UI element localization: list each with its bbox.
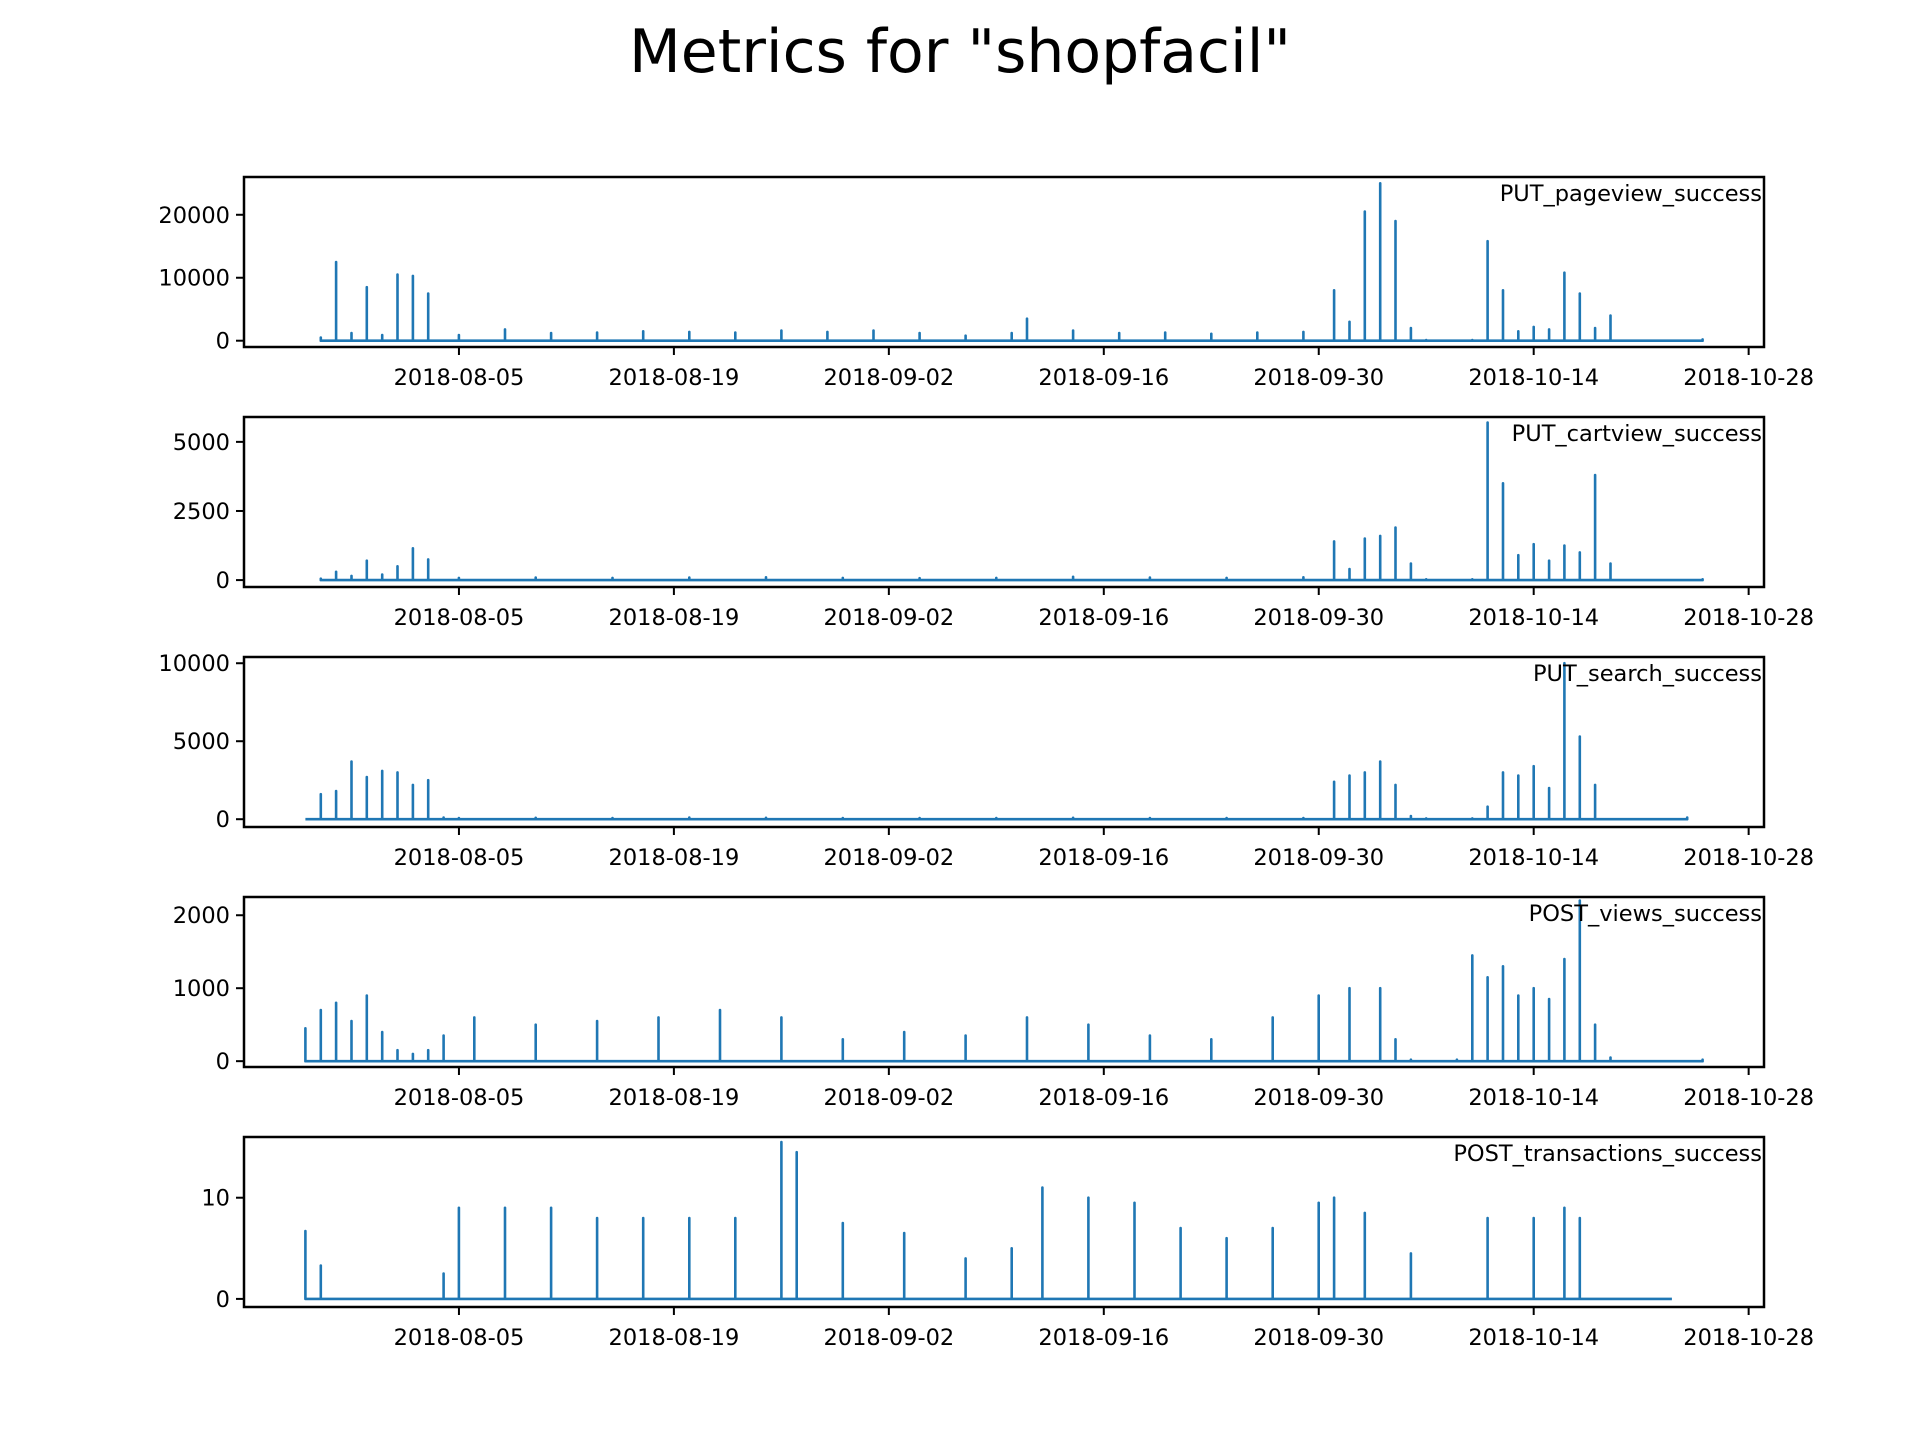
x-tick-label: 2018-08-05 — [394, 605, 525, 631]
x-tick-label: 2018-08-19 — [609, 1085, 740, 1111]
panel-label: PUT_pageview_success — [1500, 181, 1762, 207]
y-tick-label: 10 — [201, 1186, 230, 1212]
y-tick-label: 2500 — [173, 499, 230, 525]
panel-3: 2018-08-05 2018-08-19 2018-09-02 2018-09-16… — [158, 651, 1814, 871]
panel-label: POST_views_success — [1529, 901, 1762, 927]
y-tick-label: 20000 — [158, 203, 230, 229]
x-tick-label: 2018-10-28 — [1683, 1325, 1814, 1351]
panels: 2018-08-05 2018-08-19 2018-09-02 2018-09-16… — [158, 175, 1814, 1351]
axes-frame — [242, 1135, 1766, 1309]
x-tick-label: 2018-10-14 — [1468, 605, 1599, 631]
panel-2: 2018-08-05 2018-08-19 2018-09-02 2018-09-16… — [173, 415, 1814, 631]
panel-label: PUT_search_success — [1533, 661, 1762, 687]
y-tick-label: 5000 — [173, 729, 230, 755]
x-tick-label: 2018-09-02 — [823, 1325, 954, 1351]
x-tick-label: 2018-10-28 — [1683, 845, 1814, 871]
y-tick-label: 0 — [216, 807, 230, 833]
series-line-3 — [305, 661, 1689, 821]
x-tick-label: 2018-08-19 — [609, 1325, 740, 1351]
x-tick-label: 2018-09-16 — [1038, 365, 1169, 391]
axes-frame — [242, 415, 1766, 589]
x-tick-label: 2018-09-30 — [1253, 365, 1384, 391]
x-tick-label: 2018-10-14 — [1468, 845, 1599, 871]
x-tick-label: 2018-09-02 — [823, 845, 954, 871]
x-tick-label: 2018-08-05 — [394, 1085, 525, 1111]
x-tick-label: 2018-09-16 — [1038, 1085, 1169, 1111]
x-tick-label: 2018-08-19 — [609, 605, 740, 631]
x-tick-label: 2018-10-14 — [1468, 365, 1599, 391]
x-tick-label: 2018-09-16 — [1038, 605, 1169, 631]
x-tick-label: 2018-10-28 — [1683, 1085, 1814, 1111]
x-tick-label: 2018-08-19 — [609, 845, 740, 871]
x-tick-label: 2018-09-16 — [1038, 1325, 1169, 1351]
x-tick-label: 2018-10-14 — [1468, 1085, 1599, 1111]
panel-label: PUT_cartview_success — [1512, 421, 1762, 447]
panel-label: POST_transactions_success — [1453, 1141, 1762, 1167]
x-tick-label: 2018-08-05 — [394, 845, 525, 871]
axes-frame — [242, 895, 1766, 1069]
y-tick-label: 2000 — [173, 903, 230, 929]
panel-5: 2018-08-05 2018-08-19 2018-09-02 2018-09-16… — [201, 1135, 1814, 1351]
x-tick-label: 2018-09-02 — [823, 605, 954, 631]
x-tick-label: 2018-09-02 — [823, 1085, 954, 1111]
x-tick-label: 2018-08-05 — [394, 1325, 525, 1351]
axes-frame — [242, 175, 1766, 349]
series-line-2 — [319, 421, 1704, 582]
panel-4: 2018-08-05 2018-08-19 2018-09-02 2018-09-16… — [173, 895, 1814, 1111]
y-tick-label: 10000 — [158, 651, 230, 677]
y-tick-label: 0 — [216, 329, 230, 355]
figure-title: Metrics for "shopfacil" — [629, 17, 1291, 87]
x-tick-label: 2018-08-19 — [609, 365, 740, 391]
series-line-1 — [319, 182, 1704, 342]
series-line-4 — [304, 899, 1704, 1063]
panel-1: 2018-08-05 2018-08-19 2018-09-02 2018-09-16… — [158, 175, 1814, 391]
x-tick-label: 2018-10-28 — [1683, 365, 1814, 391]
x-tick-label: 2018-10-14 — [1468, 1325, 1599, 1351]
y-tick-label: 0 — [216, 1049, 230, 1075]
y-tick-label: 5000 — [173, 430, 230, 456]
y-tick-label: 0 — [216, 1287, 230, 1313]
x-tick-label: 2018-08-05 — [394, 365, 525, 391]
y-tick-label: 10000 — [158, 266, 230, 292]
x-tick-label: 2018-09-30 — [1253, 605, 1384, 631]
series-line-5 — [304, 1140, 1672, 1301]
x-tick-label: 2018-09-02 — [823, 365, 954, 391]
y-tick-label: 0 — [216, 568, 230, 594]
x-tick-label: 2018-09-30 — [1253, 845, 1384, 871]
y-tick-label: 1000 — [173, 976, 230, 1002]
x-tick-label: 2018-09-30 — [1253, 1085, 1384, 1111]
x-tick-label: 2018-10-28 — [1683, 605, 1814, 631]
x-tick-label: 2018-09-16 — [1038, 845, 1169, 871]
x-tick-label: 2018-09-30 — [1253, 1325, 1384, 1351]
